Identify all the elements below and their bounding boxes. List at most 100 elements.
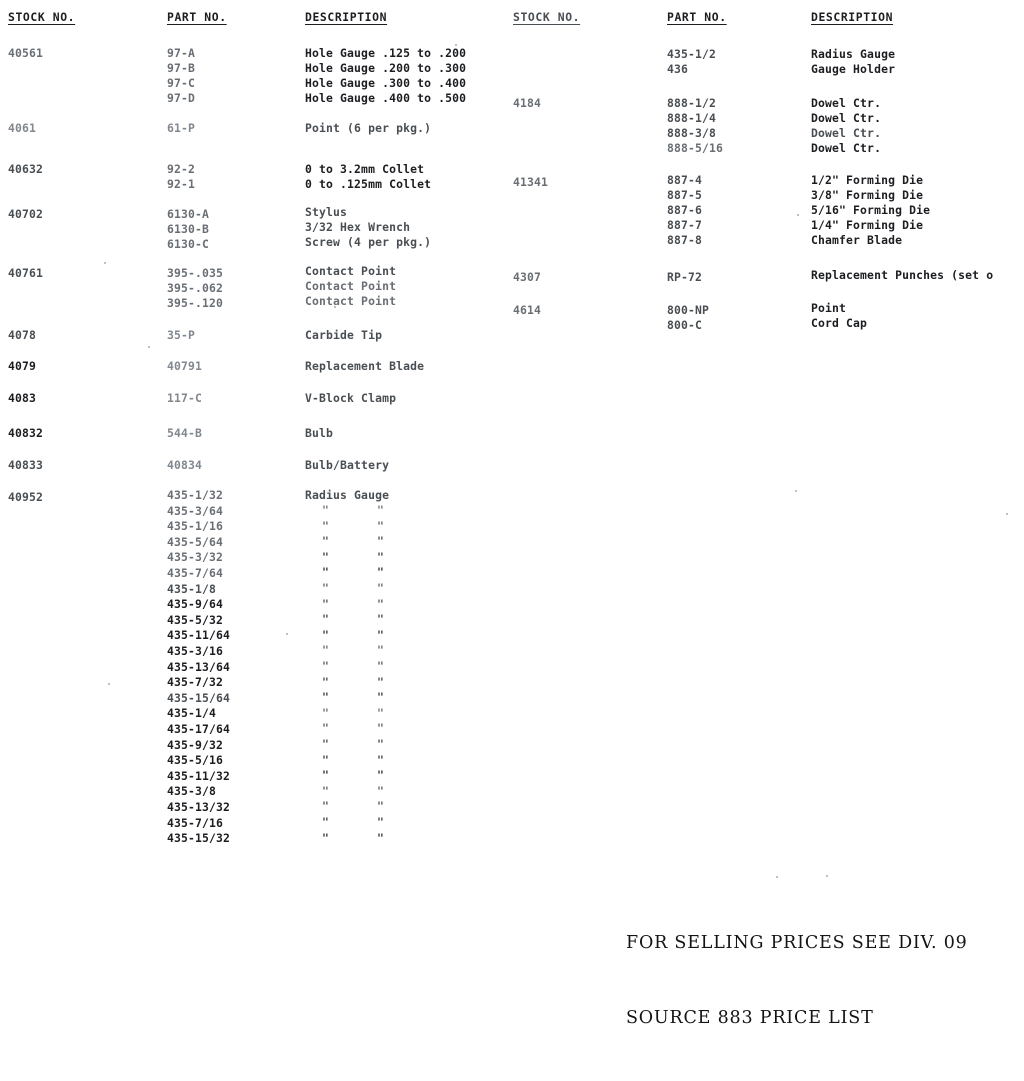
description: Gauge Holder [811, 62, 896, 76]
part-no: 395-.062 [167, 281, 224, 295]
part-no: 888-1/4 [667, 111, 717, 125]
ditto-mark-radius: " [322, 752, 329, 767]
part-no: 92-1 [167, 177, 196, 191]
ditto-mark-gauge: " [377, 737, 384, 751]
document-page: STOCK NO. PART NO. DESCRIPTION STOCK NO.… [8, 10, 1008, 1028]
part-no: 435-3/32 [167, 550, 224, 565]
part-no: 887-8 [667, 233, 703, 247]
part-no: 887-4 [667, 173, 703, 187]
part-no: 35-P [167, 328, 196, 342]
stock-no: 40561 [8, 46, 44, 60]
ditto-mark-gauge: " [377, 690, 384, 705]
part-no: 888-1/2 [667, 96, 717, 110]
part-no: 97-D [167, 91, 196, 105]
part-no: 435-1/8 [167, 581, 217, 596]
part-no: 97-B [167, 61, 196, 75]
ditto-mark-radius: " [322, 737, 329, 751]
description: V-Block Clamp [305, 391, 397, 405]
part-no: 40834 [167, 458, 203, 472]
description: Dowel Ctr. [811, 141, 882, 155]
scan-speck [104, 262, 106, 264]
ditto-mark-gauge: " [377, 643, 384, 658]
part-no: 435-15/32 [167, 831, 231, 846]
stock-no: 4184 [513, 96, 542, 110]
description: Point [811, 301, 847, 315]
ditto-mark-radius: " [322, 596, 329, 611]
ditto-mark-gauge: " [377, 705, 384, 720]
part-no: 887-6 [667, 203, 703, 217]
scan-speck [455, 44, 457, 46]
part-no: 92-2 [167, 162, 196, 176]
description: Dowel Ctr. [811, 111, 882, 125]
ditto-mark-gauge: " [377, 783, 384, 798]
ditto-mark-radius: " [322, 815, 329, 829]
part-no: 435-1/16 [167, 519, 224, 534]
ditto-mark-radius: " [322, 612, 329, 627]
description: 3/32 Hex Wrench [305, 220, 411, 234]
ditto-mark-gauge: " [377, 596, 384, 611]
ditto-mark-radius: " [322, 721, 329, 736]
scan-speck [797, 214, 799, 216]
ditto-mark-radius: " [322, 659, 329, 673]
description: Hole Gauge .125 to .200 [305, 46, 467, 60]
part-no: 436 [667, 62, 689, 76]
part-no: 435-7/32 [167, 675, 224, 690]
part-no: 435-5/64 [167, 534, 224, 549]
part-no: 888-5/16 [667, 141, 724, 155]
description: Dowel Ctr. [811, 126, 882, 140]
ditto-mark-gauge: " [377, 518, 384, 533]
description: Radius Gauge [811, 47, 896, 61]
ditto-mark-radius: " [322, 627, 329, 642]
left-header-description: DESCRIPTION [305, 10, 388, 24]
ditto-mark-gauge: " [377, 830, 384, 845]
part-no: 435-17/64 [167, 722, 231, 736]
description: Contact Point [305, 279, 397, 293]
footer-line-1: FOR SELLING PRICES SEE DIV. 09 [626, 933, 968, 953]
right-header-description: DESCRIPTION [811, 10, 894, 24]
ditto-mark-gauge: " [377, 674, 384, 689]
part-no: 40791 [167, 359, 203, 373]
description: 3/8" Forming Die [811, 188, 924, 202]
part-no: 435-5/32 [167, 612, 224, 627]
description: 1/4" Forming Die [811, 218, 924, 232]
part-no: 6130-B [167, 222, 210, 236]
part-no: 435-13/64 [167, 659, 231, 674]
part-no: 435-3/8 [167, 784, 217, 799]
part-no: 117-C [167, 391, 203, 405]
ditto-mark-gauge: " [377, 659, 384, 673]
scan-speck [795, 490, 797, 492]
description: Radius Gauge [305, 488, 390, 502]
stock-no: 41341 [513, 175, 549, 189]
description: Stylus [305, 205, 348, 219]
part-no: 435-9/32 [167, 737, 224, 752]
description: Contact Point [305, 264, 397, 278]
ditto-mark-gauge: " [377, 627, 384, 642]
footer-note: FOR SELLING PRICES SEE DIV. 09 SOURCE 88… [626, 881, 968, 1081]
stock-no: 40832 [8, 426, 44, 440]
description: Screw (4 per pkg.) [305, 235, 432, 249]
ditto-mark-radius: " [322, 783, 329, 798]
description: Hole Gauge .200 to .300 [305, 61, 467, 75]
ditto-mark-radius: " [322, 534, 329, 549]
part-no: 888-3/8 [667, 126, 717, 140]
stock-no: 4079 [8, 359, 37, 373]
part-no: 97-A [167, 46, 196, 60]
part-no: RP-72 [667, 270, 703, 284]
description: 0 to .125mm Collet [305, 177, 432, 191]
ditto-mark-gauge: " [377, 799, 384, 814]
part-no: 435-3/64 [167, 503, 224, 518]
description: Bulb [305, 426, 334, 440]
ditto-mark-radius: " [322, 674, 329, 689]
description: Point (6 per pkg.) [305, 121, 432, 135]
footer-line-2: SOURCE 883 PRICE LIST [626, 1008, 874, 1028]
ditto-mark-gauge: " [377, 503, 384, 517]
description: Carbide Tip [305, 328, 383, 342]
ditto-mark-radius: " [322, 518, 329, 533]
part-no: 61-P [167, 121, 196, 135]
scan-speck [286, 633, 288, 635]
scan-speck [826, 875, 828, 877]
description: Bulb/Battery [305, 458, 390, 472]
ditto-mark-radius: " [322, 705, 329, 720]
part-no: 435-7/16 [167, 815, 224, 830]
part-no: 435-9/64 [167, 597, 224, 612]
